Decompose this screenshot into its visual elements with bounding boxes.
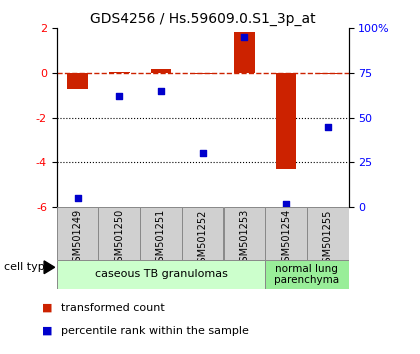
Point xyxy=(200,151,206,156)
Text: transformed count: transformed count xyxy=(61,303,165,313)
Bar xyxy=(234,32,255,73)
Text: GSM501251: GSM501251 xyxy=(156,209,166,268)
Bar xyxy=(265,207,307,260)
Point xyxy=(158,88,164,94)
Bar xyxy=(109,72,130,73)
Text: GSM501254: GSM501254 xyxy=(281,209,291,268)
Text: GSM501255: GSM501255 xyxy=(323,209,333,269)
Text: normal lung
parenchyma: normal lung parenchyma xyxy=(274,263,339,285)
Bar xyxy=(98,207,140,260)
Bar xyxy=(67,73,88,88)
Text: ■: ■ xyxy=(42,303,52,313)
Bar xyxy=(182,207,223,260)
Point xyxy=(241,34,248,40)
Text: GSM501253: GSM501253 xyxy=(239,209,249,268)
Bar xyxy=(150,69,171,73)
Text: caseous TB granulomas: caseous TB granulomas xyxy=(94,269,227,279)
Title: GDS4256 / Hs.59609.0.S1_3p_at: GDS4256 / Hs.59609.0.S1_3p_at xyxy=(90,12,315,26)
Point xyxy=(74,195,81,201)
Bar xyxy=(318,73,338,74)
Text: GSM501249: GSM501249 xyxy=(73,209,83,268)
Text: cell type: cell type xyxy=(4,262,52,272)
Bar xyxy=(140,207,182,260)
Bar xyxy=(265,260,349,289)
Bar xyxy=(192,73,213,74)
Point xyxy=(324,124,331,130)
Bar xyxy=(57,207,98,260)
Text: GSM501252: GSM501252 xyxy=(198,209,207,269)
Bar xyxy=(276,73,297,169)
Bar xyxy=(57,260,265,289)
Bar xyxy=(307,207,349,260)
Bar xyxy=(223,207,265,260)
Text: GSM501250: GSM501250 xyxy=(114,209,124,268)
Point xyxy=(116,93,123,99)
Text: ■: ■ xyxy=(42,326,52,336)
Point xyxy=(283,201,289,206)
Text: percentile rank within the sample: percentile rank within the sample xyxy=(61,326,249,336)
